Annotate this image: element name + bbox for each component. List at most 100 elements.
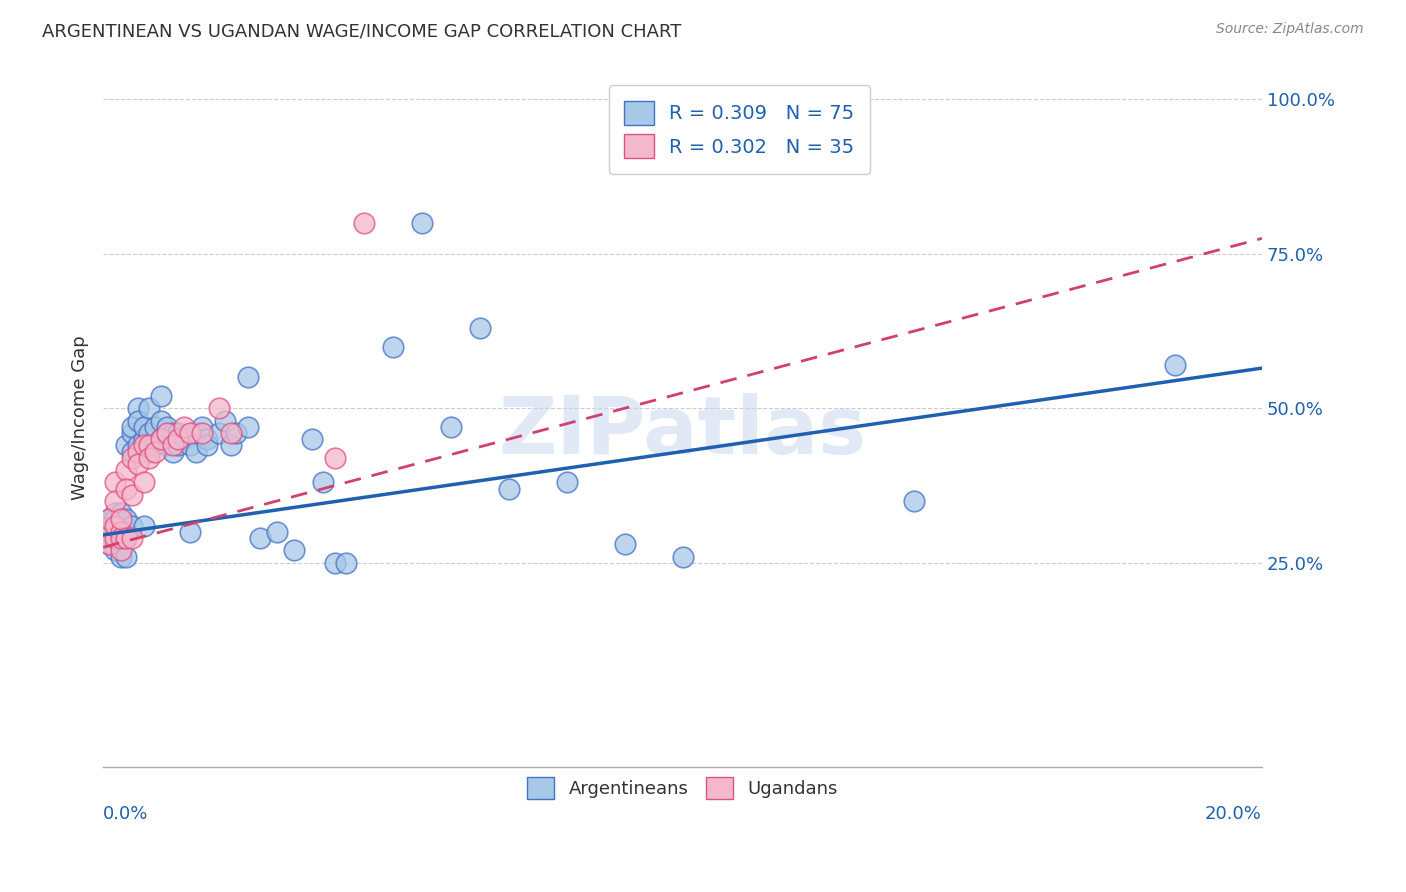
Point: [143, 419, 166, 434]
Point: [110, 524, 132, 539]
Point: [167, 432, 190, 446]
Point: [266, 524, 288, 539]
Point: [132, 432, 155, 446]
Point: [208, 425, 231, 440]
Point: [236, 370, 259, 384]
Point: [110, 537, 132, 551]
Point: [132, 438, 155, 452]
Point: [104, 494, 127, 508]
Point: [115, 524, 138, 539]
Point: [132, 475, 155, 490]
Point: [138, 450, 160, 465]
Y-axis label: Wage/Income Gap: Wage/Income Gap: [72, 335, 89, 500]
Point: [121, 531, 143, 545]
Point: [150, 432, 173, 446]
Point: [115, 531, 138, 545]
Point: [121, 450, 143, 465]
Point: [97, 524, 120, 539]
Point: [353, 216, 375, 230]
Text: 20.0%: 20.0%: [1205, 805, 1263, 823]
Point: [132, 518, 155, 533]
Point: [283, 543, 305, 558]
Point: [121, 419, 143, 434]
Point: [323, 450, 346, 465]
Point: [97, 518, 120, 533]
Point: [110, 531, 132, 545]
Point: [127, 444, 149, 458]
Point: [150, 389, 173, 403]
Point: [104, 537, 127, 551]
Point: [115, 482, 138, 496]
Point: [214, 414, 236, 428]
Point: [127, 401, 149, 416]
Point: [110, 543, 132, 558]
Text: 0.0%: 0.0%: [103, 805, 149, 823]
Point: [138, 401, 160, 416]
Point: [184, 444, 207, 458]
Point: [903, 494, 925, 508]
Point: [97, 537, 120, 551]
Point: [104, 506, 127, 520]
Point: [104, 512, 127, 526]
Point: [115, 549, 138, 564]
Point: [162, 425, 184, 440]
Point: [468, 321, 491, 335]
Point: [104, 531, 127, 545]
Point: [162, 438, 184, 452]
Point: [115, 463, 138, 477]
Point: [156, 438, 179, 452]
Text: ZIPatlas: ZIPatlas: [498, 392, 866, 470]
Point: [225, 425, 247, 440]
Point: [143, 438, 166, 452]
Point: [440, 419, 463, 434]
Point: [115, 512, 138, 526]
Point: [173, 419, 195, 434]
Point: [190, 419, 212, 434]
Point: [110, 549, 132, 564]
Point: [179, 438, 201, 452]
Text: ARGENTINEAN VS UGANDAN WAGE/INCOME GAP CORRELATION CHART: ARGENTINEAN VS UGANDAN WAGE/INCOME GAP C…: [42, 22, 682, 40]
Point: [613, 537, 636, 551]
Point: [121, 444, 143, 458]
Point: [190, 425, 212, 440]
Point: [156, 425, 179, 440]
Point: [236, 419, 259, 434]
Point: [197, 438, 219, 452]
Point: [121, 425, 143, 440]
Point: [143, 444, 166, 458]
Point: [167, 438, 190, 452]
Point: [335, 556, 357, 570]
Point: [197, 432, 219, 446]
Point: [671, 549, 693, 564]
Point: [132, 419, 155, 434]
Point: [179, 524, 201, 539]
Point: [115, 438, 138, 452]
Point: [150, 432, 173, 446]
Point: [184, 425, 207, 440]
Point: [104, 524, 127, 539]
Point: [97, 512, 120, 526]
Point: [301, 432, 323, 446]
Point: [323, 556, 346, 570]
Point: [411, 216, 433, 230]
Point: [104, 475, 127, 490]
Point: [138, 438, 160, 452]
Point: [498, 482, 520, 496]
Point: [97, 537, 120, 551]
Point: [312, 475, 335, 490]
Point: [104, 518, 127, 533]
Point: [97, 512, 120, 526]
Text: Source: ZipAtlas.com: Source: ZipAtlas.com: [1216, 22, 1364, 37]
Point: [173, 432, 195, 446]
Point: [97, 524, 120, 539]
Point: [150, 414, 173, 428]
Point: [138, 425, 160, 440]
Point: [249, 531, 271, 545]
Point: [127, 438, 149, 452]
Point: [179, 425, 201, 440]
Point: [110, 531, 132, 545]
Point: [110, 524, 132, 539]
Point: [138, 444, 160, 458]
Point: [104, 543, 127, 558]
Point: [110, 518, 132, 533]
